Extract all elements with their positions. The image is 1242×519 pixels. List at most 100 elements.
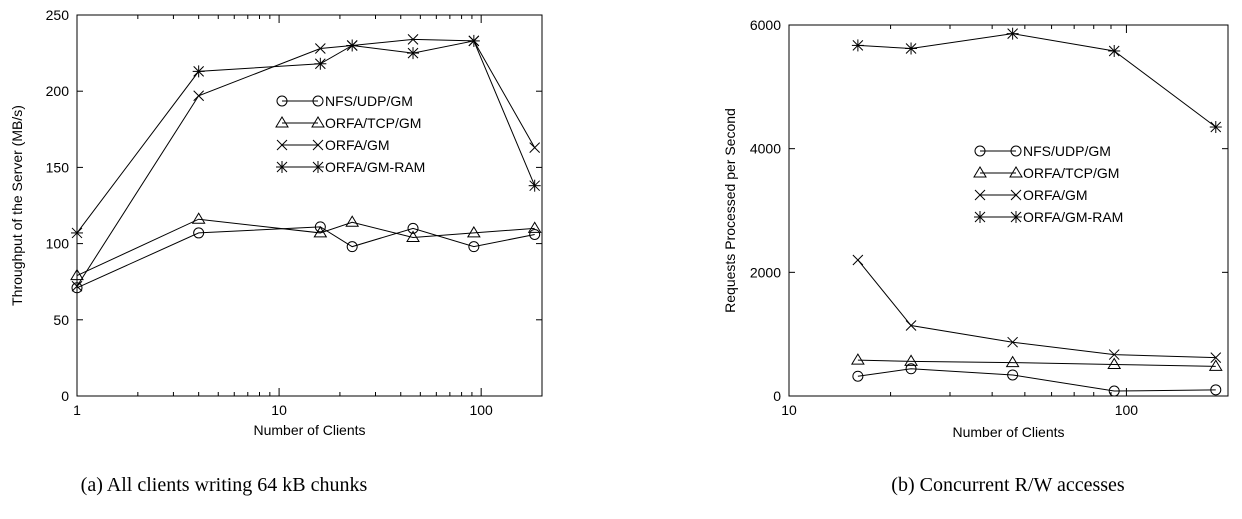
figure-caption: (b) Concurrent R/W accesses <box>891 474 1125 496</box>
y-axis-title: Requests Processed per Second <box>722 108 738 313</box>
legend-entry: ORFA/GM <box>276 137 390 153</box>
data-point <box>905 320 917 331</box>
data-point <box>529 142 541 153</box>
legend-marker <box>974 189 986 201</box>
y-tick-label: 150 <box>46 159 70 175</box>
data-point <box>1210 384 1222 396</box>
x-axis-title: Number of Clients <box>253 422 365 438</box>
data-point <box>407 222 419 234</box>
x-tick-label: 100 <box>469 402 493 418</box>
data-point <box>467 34 480 47</box>
legend-marker <box>312 161 324 173</box>
data-point <box>407 34 419 45</box>
legend-label: ORFA/GM-RAM <box>325 159 425 175</box>
series-line <box>76 38 536 287</box>
y-tick-label: 50 <box>53 312 69 328</box>
data-point <box>1005 355 1020 368</box>
y-tick-label: 4000 <box>750 141 781 157</box>
data-point <box>850 353 865 365</box>
data-point <box>852 254 864 266</box>
series-orfa-gm <box>71 34 541 292</box>
series-orfa-gm-ram <box>71 34 541 239</box>
data-point <box>905 363 917 375</box>
figure-caption: (a) All clients writing 64 kB chunks <box>81 474 368 496</box>
data-point <box>346 241 358 253</box>
data-point <box>1108 44 1121 57</box>
series-orfa-tcp-gm <box>70 212 542 281</box>
data-point <box>1209 121 1222 134</box>
legend-entry: ORFA/TCP/GM <box>275 115 421 131</box>
y-tick-label: 100 <box>46 236 70 252</box>
plot-frame <box>788 24 1229 397</box>
data-point <box>527 221 542 233</box>
legend-marker <box>311 116 325 128</box>
legend-marker <box>276 139 288 151</box>
y-tick-label: 0 <box>773 388 781 404</box>
data-point <box>1007 336 1018 348</box>
legend-label: NFS/UDP/GM <box>325 93 413 109</box>
legend-entry: NFS/UDP/GM <box>974 143 1111 159</box>
data-point <box>406 230 420 243</box>
chart-panel-a: 0 50 100 150 200 250 1 10 100 Number of Clients Th… <box>9 7 543 496</box>
legend-marker <box>974 145 986 157</box>
legend-label: ORFA/GM <box>1023 187 1088 203</box>
data-point <box>71 282 83 294</box>
y-tick-label: 0 <box>61 388 69 404</box>
data-point <box>314 57 327 70</box>
legend-marker <box>276 95 288 107</box>
data-point <box>905 42 918 55</box>
legend-entry: ORFA/GM <box>974 187 1088 203</box>
series-line <box>857 259 1216 359</box>
legend-marker <box>1009 166 1023 178</box>
legend-label: ORFA/GM <box>325 137 390 153</box>
series-orfa-gm-ram <box>851 27 1222 134</box>
data-point <box>466 225 481 238</box>
legend-entry: ORFA/TCP/GM <box>973 165 1119 181</box>
y-tick-label: 6000 <box>750 17 781 33</box>
data-point <box>528 179 541 192</box>
x-tick-label: 10 <box>271 402 287 418</box>
legend-marker <box>312 139 324 151</box>
data-point <box>314 221 326 233</box>
legend-marker <box>973 166 987 178</box>
legend-entry: ORFA/GM-RAM <box>974 209 1123 225</box>
x-tick-label: 10 <box>781 402 797 418</box>
data-point <box>70 268 84 281</box>
data-point <box>346 39 359 52</box>
legend-entry: ORFA/GM-RAM <box>276 159 425 175</box>
data-point <box>852 370 864 382</box>
y-tick-label: 2000 <box>750 264 781 280</box>
data-point <box>345 215 360 227</box>
y-tick-label: 200 <box>46 83 70 99</box>
data-point <box>904 354 918 366</box>
series-orfa-gm <box>852 254 1222 364</box>
data-point <box>1208 359 1223 371</box>
series-line <box>76 40 536 234</box>
legend-entry: NFS/UDP/GM <box>276 93 413 109</box>
series-nfs-udp-gm <box>852 363 1222 397</box>
series-nfs-udp-gm <box>71 221 541 294</box>
data-point <box>1006 27 1019 40</box>
plot-frame <box>76 14 543 397</box>
legend-marker <box>276 161 288 173</box>
series-line <box>857 359 1216 367</box>
legend-marker <box>312 95 324 107</box>
data-point <box>1210 352 1222 364</box>
data-point <box>1007 369 1019 381</box>
x-tick-label: 100 <box>1115 402 1139 418</box>
y-tick-label: 250 <box>46 7 70 23</box>
data-point <box>1107 357 1122 369</box>
series-orfa-tcp-gm <box>850 353 1223 371</box>
legend-label: ORFA/GM-RAM <box>1023 209 1123 225</box>
legend-label: ORFA/TCP/GM <box>1023 165 1119 181</box>
x-axis-title: Number of Clients <box>952 424 1064 440</box>
data-point <box>193 227 205 239</box>
data-point <box>468 241 480 253</box>
legend-marker <box>974 211 986 223</box>
y-axis-title: Throughput of the Server (MB/s) <box>9 105 25 306</box>
series-line <box>857 368 1216 392</box>
legend-marker <box>275 116 289 128</box>
data-point <box>529 228 541 240</box>
data-point <box>71 280 83 292</box>
legend-label: NFS/UDP/GM <box>1023 143 1111 159</box>
